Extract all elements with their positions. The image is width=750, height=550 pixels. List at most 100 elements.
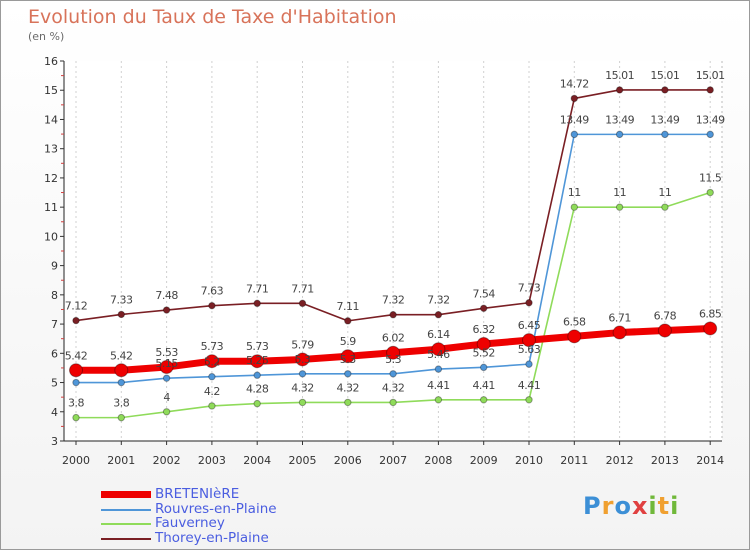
series-point <box>253 399 261 408</box>
series-point <box>476 336 491 351</box>
data-label: 7.32 <box>427 294 450 307</box>
series-point <box>480 304 488 312</box>
series-point <box>114 363 129 378</box>
data-label: 5.73 <box>201 340 224 353</box>
data-label: 6.85 <box>699 307 722 320</box>
data-label: 4 <box>163 391 170 404</box>
series-point <box>570 203 578 211</box>
series-point <box>431 342 446 357</box>
y-tick-label: 10 <box>44 230 58 243</box>
series-point <box>615 130 624 139</box>
data-label: 7.33 <box>110 293 133 306</box>
series-point <box>208 372 216 381</box>
data-label: 13.49 <box>605 113 634 126</box>
series-point <box>567 329 582 344</box>
series-point <box>706 130 714 139</box>
series-point <box>162 374 171 382</box>
data-label: 6.32 <box>472 323 495 336</box>
series-point <box>72 378 80 387</box>
series-point <box>661 130 669 139</box>
data-label: 5.53 <box>155 346 178 359</box>
x-tick-label: 2004 <box>243 454 271 467</box>
series-point <box>570 130 578 139</box>
data-label: 5.73 <box>246 340 269 353</box>
data-label: 11 <box>658 186 671 199</box>
series-point <box>344 317 352 325</box>
data-label: 5.15 <box>155 357 178 370</box>
data-label: 4.41 <box>518 379 541 392</box>
series-point <box>208 402 216 410</box>
y-tick-label: 6 <box>51 347 58 360</box>
data-label: 6.14 <box>427 328 450 341</box>
series-point <box>253 371 261 379</box>
y-tick-label: 7 <box>51 318 58 331</box>
x-tick-label: 2009 <box>470 454 498 467</box>
data-label: 5.9 <box>340 335 356 348</box>
series-point <box>117 378 126 387</box>
series-point <box>661 203 669 211</box>
y-tick-label: 8 <box>51 289 58 302</box>
data-label: 4.32 <box>337 381 360 394</box>
series-point <box>525 299 533 307</box>
series-point <box>661 86 669 94</box>
y-tick-label: 3 <box>51 435 58 448</box>
series-point <box>159 360 174 375</box>
data-label: 6.78 <box>654 310 677 323</box>
data-label: 7.32 <box>382 294 405 307</box>
series-point <box>344 370 352 378</box>
data-label: 7.71 <box>246 282 269 295</box>
x-tick-label: 2001 <box>107 454 135 467</box>
series-point <box>434 311 443 319</box>
data-label: 5.25 <box>246 354 269 367</box>
series-point <box>69 363 83 378</box>
y-tick-label: 4 <box>51 406 58 419</box>
series-point <box>117 310 126 319</box>
series-point <box>389 370 397 378</box>
series-point <box>298 398 307 407</box>
series-point <box>525 360 533 368</box>
x-tick-label: 2006 <box>334 454 362 467</box>
series-point <box>162 306 171 314</box>
series-point <box>480 363 488 372</box>
series-point <box>706 188 714 197</box>
series-point <box>612 325 627 340</box>
legend-label: Thorey-en-Plaine <box>155 529 269 546</box>
y-tick-label: 13 <box>44 143 58 156</box>
data-label: 5.3 <box>295 353 311 366</box>
x-tick-label: 2002 <box>153 454 181 467</box>
data-label: 5.3 <box>340 353 356 366</box>
series-point <box>522 333 536 348</box>
data-label: 7.12 <box>65 300 88 313</box>
data-label: 11 <box>568 186 581 199</box>
y-tick-label: 9 <box>51 260 58 273</box>
x-tick-label: 2013 <box>651 454 679 467</box>
data-label: 5.79 <box>291 338 314 351</box>
chart-subtitle: (en %) <box>28 30 65 43</box>
legend-swatch <box>101 508 151 511</box>
series-point <box>117 413 126 422</box>
x-tick-label: 2012 <box>606 454 634 467</box>
data-label: 5.42 <box>110 349 133 362</box>
data-label: 14.72 <box>560 77 589 90</box>
y-tick-label: 16 <box>44 55 58 68</box>
data-label: 13.49 <box>560 113 589 126</box>
legend-label: Rouvres-en-Plaine <box>155 500 277 517</box>
data-label: 4.41 <box>472 379 495 392</box>
data-label: 6.02 <box>382 332 405 345</box>
data-label: 4.32 <box>382 381 405 394</box>
data-label: 7.11 <box>337 300 360 313</box>
series-point <box>72 316 80 325</box>
series-point <box>389 311 397 319</box>
y-tick-label: 15 <box>44 84 58 97</box>
data-label: 6.45 <box>518 319 541 332</box>
x-tick-label: 2010 <box>515 454 543 467</box>
series-point <box>615 203 624 211</box>
data-label: 7.71 <box>291 282 314 295</box>
series-point <box>706 86 714 94</box>
y-tick-label: 11 <box>44 201 58 214</box>
data-label: 15.01 <box>605 69 634 82</box>
series-point <box>344 398 352 407</box>
data-label: 6.71 <box>608 312 631 325</box>
data-label: 3.8 <box>68 397 84 410</box>
